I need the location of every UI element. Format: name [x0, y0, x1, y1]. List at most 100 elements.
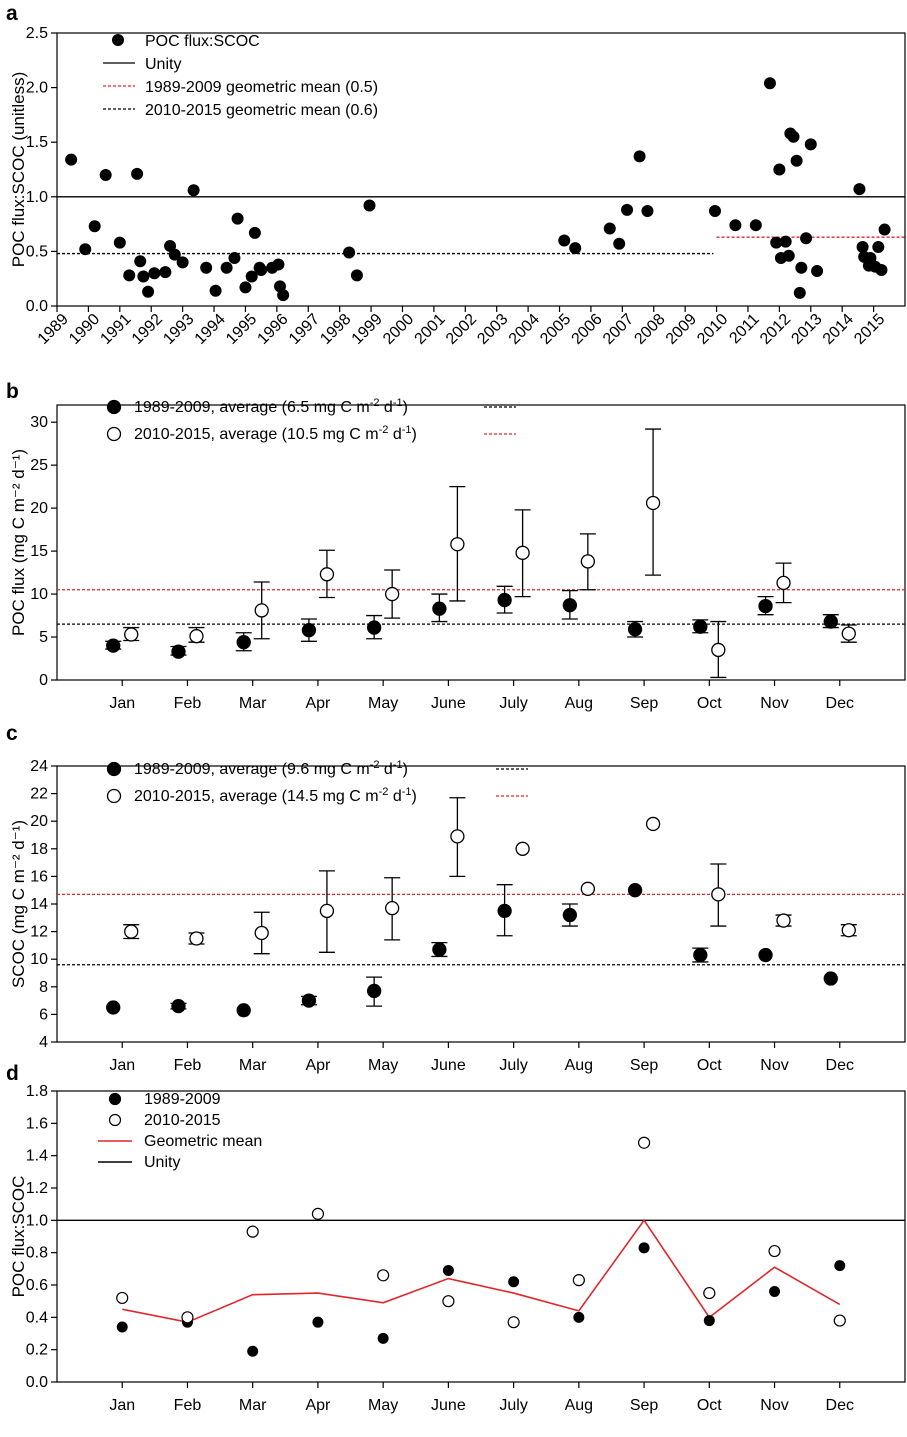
- legend-marker: [106, 788, 122, 804]
- data-point: [134, 255, 147, 268]
- data-point-1989-2009: [301, 623, 317, 638]
- data-point: [343, 246, 356, 259]
- data-point-1989-2009: [758, 598, 773, 614]
- legend-label: 1989-2009 geometric mean (0.5): [145, 79, 378, 96]
- data-point: [779, 235, 792, 248]
- panel-c: 4 6 8 10 12 14 16 18 20 22 24 SCOC (mg C m⁻² d⁻¹) Ja…: [9, 758, 906, 1074]
- data-point-2010-2015: [319, 903, 335, 919]
- y-tick-label: 1.6: [26, 1115, 48, 1132]
- data-point-1989-2009: [562, 598, 577, 613]
- plot-frame: [56, 404, 906, 681]
- data-point-1989-2009: [106, 1000, 121, 1015]
- data-point: [363, 199, 376, 212]
- x-tick-label: Feb: [174, 1397, 202, 1414]
- data-point-1989-2009: [312, 1316, 324, 1328]
- data-point: [853, 183, 866, 196]
- x-tick-label: Aug: [565, 1397, 593, 1414]
- data-point-1989-2009: [171, 998, 186, 1014]
- data-point-2010-2015: [645, 816, 661, 832]
- data-point-1989-2009: [106, 638, 121, 653]
- x-tick-label: July: [499, 1397, 527, 1414]
- data-point-1989-2009: [562, 907, 577, 923]
- x-tick-label: Nov: [760, 695, 788, 712]
- data-point: [148, 267, 161, 280]
- x-tick-label: 2013: [788, 311, 825, 348]
- data-point: [782, 249, 795, 262]
- y-tick-label: 0.6: [26, 1277, 48, 1294]
- y-tick-label: 10: [30, 586, 48, 603]
- data-point-2010-2015: [442, 1295, 455, 1308]
- data-point-2010-2015: [124, 924, 139, 939]
- y-tick-label: 6: [39, 1006, 48, 1023]
- data-point-2010-2015: [450, 537, 465, 552]
- data-point-2010-2015: [254, 603, 269, 618]
- data-point-1989-2009: [236, 1003, 251, 1018]
- data-point-2010-2015: [833, 1314, 846, 1327]
- y-tick-label: 0: [39, 672, 48, 689]
- y-tick-label: 14: [30, 896, 48, 913]
- data-point: [187, 184, 200, 197]
- data-point: [228, 251, 241, 264]
- x-tick-label: Sep: [630, 695, 659, 712]
- data-point: [220, 261, 233, 274]
- data-point: [245, 270, 258, 283]
- data-point: [350, 269, 363, 282]
- data-point: [272, 258, 285, 271]
- y-tick-label: 0.8: [26, 1245, 48, 1262]
- data-point-1989-2009: [834, 1260, 846, 1272]
- data-point-1989-2009: [703, 1315, 715, 1327]
- x-tick-label: Feb: [174, 695, 202, 712]
- data-point: [168, 248, 181, 261]
- x-tick-label: Sep: [630, 1057, 659, 1074]
- legend-marker: [106, 399, 122, 415]
- panel-letter-a: a: [6, 2, 18, 25]
- data-point-1989-2009: [823, 971, 838, 986]
- data-point: [603, 222, 616, 235]
- data-point-1989-2009: [693, 947, 708, 963]
- x-tick-label: 1991: [97, 311, 134, 348]
- data-point-2010-2015: [189, 629, 204, 644]
- data-point-1989-2009: [627, 622, 643, 637]
- y-tick-label: 10: [30, 951, 48, 968]
- y-tick-label: 25: [30, 457, 48, 474]
- legend-label: POC flux:SCOC: [145, 33, 260, 50]
- y-axis-title: POC flux:SCOC: [9, 1176, 28, 1298]
- legend-label: 1989-2009: [144, 1091, 221, 1108]
- data-point-2010-2015: [580, 881, 595, 896]
- y-tick-label: 0.0: [26, 298, 48, 315]
- data-point-2010-2015: [776, 575, 791, 591]
- data-point-2010-2015: [580, 554, 595, 569]
- data-point-1989-2009: [432, 942, 447, 957]
- data-point-1989-2009: [367, 983, 382, 999]
- x-tick-label: 1992: [129, 311, 166, 348]
- x-tick-label: 1989: [35, 311, 72, 348]
- data-point: [200, 261, 213, 274]
- data-point: [875, 263, 888, 276]
- y-tick-label: 16: [30, 868, 48, 885]
- data-point: [641, 204, 654, 217]
- x-tick-label: Mar: [239, 695, 267, 712]
- data-point-2010-2015: [572, 1274, 585, 1287]
- data-point: [159, 266, 172, 279]
- data-point-1989-2009: [823, 614, 838, 629]
- data-point-1989-2009: [769, 1285, 781, 1297]
- x-tick-label: Dec: [826, 695, 854, 712]
- data-point: [729, 219, 742, 232]
- data-point-1989-2009: [377, 1332, 389, 1344]
- x-tick-label: 2004: [506, 311, 543, 348]
- x-tick-label: 1994: [192, 311, 229, 348]
- y-tick-label: 4: [39, 1034, 48, 1051]
- y-tick-label: 8: [39, 979, 48, 996]
- geometric-mean-line: [122, 1218, 841, 1324]
- data-point: [613, 237, 626, 250]
- data-point: [633, 150, 646, 163]
- y-axis-title: POC flux (mg C m⁻² d⁻¹): [9, 449, 28, 636]
- legend-label: Unity: [145, 56, 181, 73]
- x-tick-label: Nov: [760, 1397, 788, 1414]
- data-point-1989-2009: [497, 903, 512, 919]
- data-point: [123, 269, 136, 282]
- y-tick-label: 20: [30, 500, 48, 517]
- panel-letter-d: d: [6, 1062, 19, 1085]
- x-tick-label: Apr: [305, 1397, 331, 1414]
- x-tick-label: Apr: [305, 695, 331, 712]
